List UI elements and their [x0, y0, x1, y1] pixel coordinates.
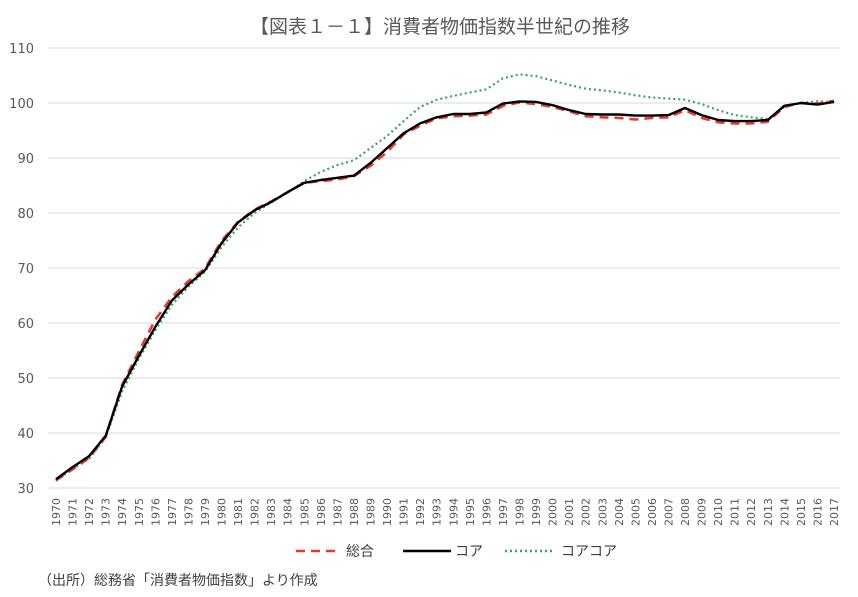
x-tick-label: 1975: [133, 498, 146, 526]
x-tick-label: 2005: [629, 498, 642, 526]
y-tick-label: 50: [17, 372, 34, 387]
x-tick-label: 2017: [828, 498, 841, 526]
chart-title: 【図表１－１】消費者物価指数半世紀の推移: [250, 16, 630, 38]
x-tick-label: 1974: [116, 498, 129, 526]
grid-lines: [48, 47, 840, 489]
x-tick-label: 1992: [414, 498, 427, 526]
legend-label: コア: [455, 544, 483, 560]
x-tick-label: 2010: [712, 498, 725, 526]
x-tick-label: 1978: [182, 498, 195, 526]
x-tick-label: 2002: [580, 498, 593, 526]
x-tick-label: 1972: [83, 498, 96, 526]
x-tick-label: 2013: [762, 498, 775, 526]
series-lines: [55, 73, 835, 482]
x-tick-label: 2011: [729, 498, 742, 526]
x-tick-label: 2015: [795, 498, 808, 526]
x-tick-label: 2009: [696, 498, 709, 526]
x-tick-label: 1994: [447, 498, 460, 526]
legend-label: 総合: [346, 544, 374, 560]
x-tick-label: 2004: [613, 498, 626, 526]
y-tick-label: 110: [9, 42, 34, 57]
y-axis-ticks: 30 40 50 60 70 80 90 100 110: [9, 42, 34, 497]
series-line-2: [55, 100, 835, 481]
x-tick-label: 2006: [646, 498, 659, 526]
x-tick-label: 1998: [513, 498, 526, 526]
x-tick-label: 2001: [563, 498, 576, 526]
x-tick-label: 1999: [530, 498, 543, 526]
x-tick-label: 1973: [100, 498, 113, 526]
y-tick-label: 100: [9, 97, 34, 112]
x-tick-label: 1970: [50, 498, 63, 526]
x-tick-label: 2016: [811, 498, 824, 526]
y-tick-label: 80: [17, 207, 34, 222]
x-tick-label: 1983: [265, 498, 278, 526]
y-tick-label: 30: [17, 482, 34, 497]
y-tick-label: 70: [17, 262, 34, 277]
source-note: （出所）総務省「消費者物価指数」より作成: [38, 573, 318, 589]
x-tick-label: 1989: [365, 498, 378, 526]
series-line-1: [55, 99, 835, 482]
x-tick-label: 1995: [464, 498, 477, 526]
x-tick-label: 1990: [381, 498, 394, 526]
x-tick-label: 1991: [398, 498, 411, 526]
x-tick-label: 2012: [745, 498, 758, 526]
x-tick-label: 2000: [547, 498, 560, 526]
legend: 総合 コア コアコア: [296, 544, 617, 560]
x-tick-label: 2003: [596, 498, 609, 526]
x-tick-label: 1993: [431, 498, 444, 526]
x-tick-label: 2008: [679, 498, 692, 526]
series-line-3: [55, 73, 835, 482]
x-tick-label: 1976: [149, 498, 162, 526]
x-axis-ticks: 1970 1971 1972 1973 1974 1975 1976 1977 1978 1979…: [50, 498, 841, 526]
x-tick-label: 1982: [249, 498, 262, 526]
legend-label: コアコア: [561, 544, 617, 560]
x-tick-label: 1980: [216, 498, 229, 526]
y-tick-label: 60: [17, 317, 34, 332]
x-tick-label: 1984: [282, 498, 295, 526]
x-tick-label: 2007: [662, 498, 675, 526]
x-tick-label: 1985: [298, 498, 311, 526]
x-tick-label: 1977: [166, 498, 179, 526]
x-tick-label: 1987: [331, 498, 344, 526]
x-tick-label: 1988: [348, 498, 361, 526]
x-tick-label: 1986: [315, 498, 328, 526]
y-tick-label: 40: [17, 427, 34, 442]
x-tick-label: 1971: [67, 498, 80, 526]
x-tick-label: 1997: [497, 498, 510, 526]
y-tick-label: 90: [17, 152, 34, 167]
x-tick-label: 1981: [232, 498, 245, 526]
x-tick-label: 1996: [480, 498, 493, 526]
x-tick-label: 1979: [199, 498, 212, 526]
x-tick-label: 2014: [778, 498, 791, 526]
